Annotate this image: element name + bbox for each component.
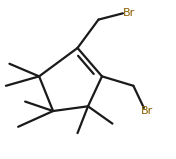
Text: Br: Br <box>140 106 153 116</box>
Text: Br: Br <box>123 7 135 17</box>
